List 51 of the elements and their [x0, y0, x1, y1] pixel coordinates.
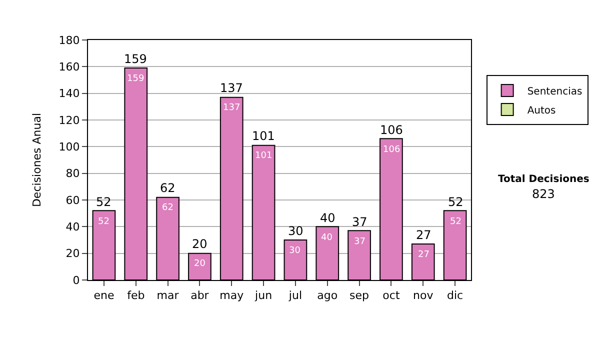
data-label: 159: [127, 74, 144, 84]
y-tick-label: 0: [72, 274, 80, 287]
y-axis-title: Decisiones Anual: [30, 112, 44, 208]
annotation: 159: [124, 52, 147, 66]
x-tick-label: ago: [317, 289, 338, 302]
data-label: 20: [194, 259, 206, 269]
annotation: 62: [160, 181, 176, 195]
annotation: 52: [448, 195, 464, 209]
data-label: 52: [450, 217, 462, 227]
data-label: 137: [223, 103, 240, 113]
y-tick-label: 60: [66, 194, 80, 207]
data-label: 101: [255, 151, 272, 161]
y-tick-label: 40: [66, 220, 80, 234]
data-label: 30: [289, 246, 301, 256]
data-label: 40: [321, 233, 333, 243]
data-label: 52: [98, 217, 110, 227]
annotation: 52: [96, 195, 112, 209]
data-label: 37: [354, 237, 366, 247]
x-tick-label: jul: [288, 289, 302, 302]
annotation: 106: [380, 123, 403, 137]
annotation: 30: [288, 224, 304, 238]
data-label: 106: [383, 145, 400, 155]
x-tick-label: sep: [350, 289, 370, 302]
x-tick-label: feb: [127, 289, 145, 302]
y-tick-label: 160: [58, 60, 80, 74]
annotation: 27: [416, 228, 432, 242]
text: 823: [532, 187, 555, 201]
y-tick-label: 180: [58, 34, 80, 47]
annotation: 137: [220, 81, 243, 95]
x-tick-label: ene: [94, 289, 114, 302]
y-tick-label: 100: [58, 140, 80, 154]
y-tick-label: 20: [66, 247, 80, 260]
x-tick-label: abr: [190, 289, 210, 302]
annotation: 101: [252, 129, 275, 143]
text: Total Decisiones: [498, 174, 590, 185]
y-tick-label: 80: [66, 167, 80, 180]
data-label: 62: [162, 203, 174, 213]
y-tick-label: 140: [58, 87, 80, 100]
legend-label: Sentencias: [527, 86, 582, 98]
annotation: 40: [320, 211, 336, 225]
annotation: 20: [192, 237, 208, 251]
y-tick-label: 120: [58, 114, 80, 127]
x-tick-label: mar: [156, 289, 180, 302]
x-tick-label: jun: [254, 289, 272, 302]
x-tick-label: nov: [413, 289, 434, 302]
data-label: 27: [418, 250, 430, 260]
x-tick-label: dic: [446, 289, 464, 302]
x-tick-label: oct: [382, 289, 400, 302]
legend-label: Autos: [527, 105, 556, 116]
x-tick-label: may: [220, 289, 244, 302]
annotation: 37: [352, 215, 368, 229]
